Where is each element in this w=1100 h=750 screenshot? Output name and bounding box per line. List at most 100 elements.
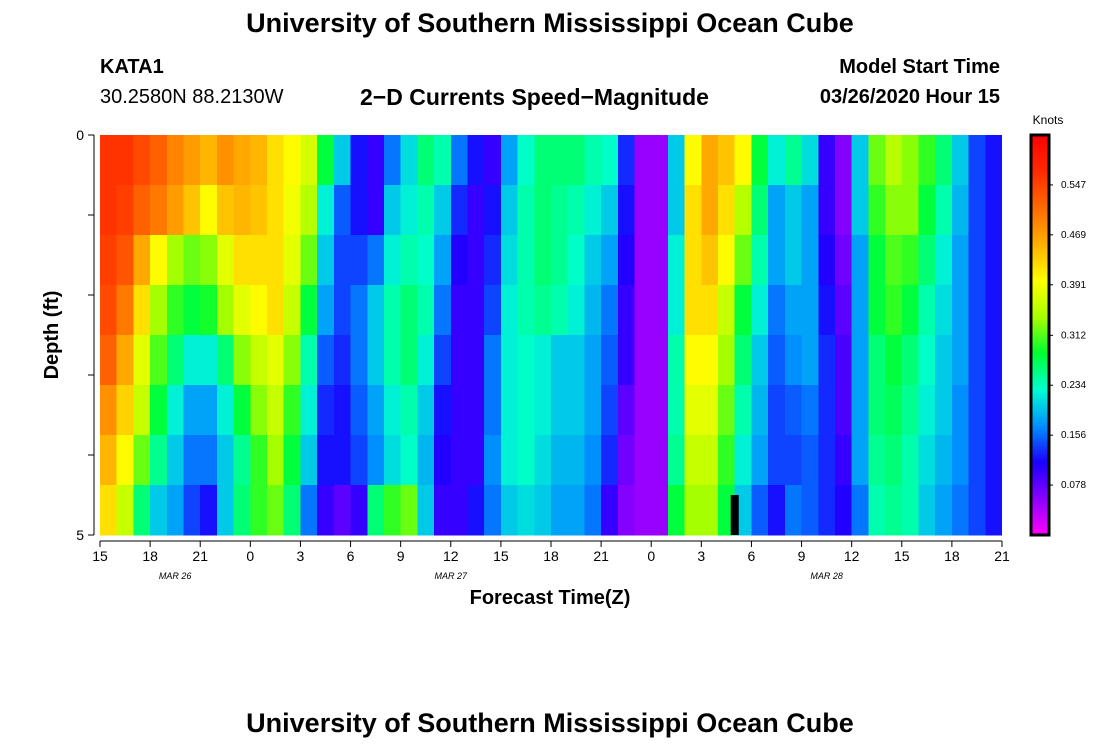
heatmap-cell <box>684 185 702 236</box>
heatmap-cell <box>584 285 602 336</box>
heatmap-cell <box>534 435 552 486</box>
heatmap-cell <box>267 135 285 186</box>
heatmap-cell <box>601 235 619 286</box>
heatmap-cell <box>216 335 235 386</box>
heatmap-cell <box>417 385 435 436</box>
heatmap-cell <box>918 335 936 386</box>
heatmap-cell <box>434 285 452 336</box>
heatmap-cell <box>333 435 352 486</box>
heatmap-cell <box>951 185 970 236</box>
heatmap-cell <box>985 335 1002 386</box>
heatmap-cell <box>551 485 569 536</box>
heatmap-cell <box>233 135 251 186</box>
heatmap-cell <box>250 135 268 186</box>
heatmap-cell <box>233 485 251 536</box>
heatmap-cell <box>250 185 268 236</box>
heatmap-cell <box>584 235 602 286</box>
heatmap-cell <box>801 335 819 386</box>
heatmap-cell <box>818 185 836 236</box>
heatmap-cell <box>684 235 702 286</box>
heatmap-cell <box>567 135 585 186</box>
heatmap-cell <box>734 135 753 186</box>
heatmap-cell <box>434 135 452 186</box>
heatmap-cell <box>818 135 836 186</box>
heatmap-cell <box>166 485 185 536</box>
heatmap-cell <box>367 235 385 286</box>
heatmap-cell <box>100 385 118 436</box>
heatmap-cell <box>450 335 469 386</box>
heatmap-cell <box>317 485 335 536</box>
heatmap-cell <box>233 235 251 286</box>
heatmap-cell <box>500 485 519 536</box>
x-tick-label: 21 <box>192 548 208 564</box>
heatmap-cell <box>250 435 268 486</box>
heatmap-cell <box>267 185 285 236</box>
heatmap-cell <box>534 285 552 336</box>
heatmap-cell <box>300 485 318 536</box>
heatmap-cell <box>216 285 235 336</box>
heatmap-cell <box>801 185 819 236</box>
heatmap-cell <box>133 185 151 236</box>
heatmap-cell <box>868 385 886 436</box>
heatmap-cell <box>400 335 418 386</box>
heatmap-cell <box>183 285 201 336</box>
heatmap-cell <box>885 385 903 436</box>
heatmap-cell <box>350 485 368 536</box>
heatmap-cell <box>684 435 702 486</box>
heatmap-cell <box>166 235 185 286</box>
heatmap-cell <box>818 485 836 536</box>
heatmap-cell <box>383 385 402 436</box>
heatmap-cell <box>985 435 1002 486</box>
heatmap-cell <box>885 185 903 236</box>
heatmap-cell <box>367 285 385 336</box>
heatmap-cell <box>133 135 151 186</box>
heatmap-cell <box>935 185 953 236</box>
heatmap-cell <box>484 335 502 386</box>
heatmap-cell <box>383 485 402 536</box>
heatmap-cell <box>868 335 886 386</box>
heatmap-cell <box>951 335 970 386</box>
page-title: University of Southern Mississippi Ocean… <box>246 8 854 38</box>
heatmap-cell <box>985 285 1002 336</box>
heatmap-cell <box>701 335 719 386</box>
heatmap-cell <box>484 235 502 286</box>
heatmap-cell <box>734 185 753 236</box>
heatmap-cell <box>701 285 719 336</box>
heatmap-cell <box>200 135 218 186</box>
heatmap-cell <box>985 135 1002 186</box>
heatmap-cell <box>584 185 602 236</box>
chart-subtitle: 2−D Currents Speed−Magnitude <box>360 84 709 110</box>
heatmap-cell <box>534 485 552 536</box>
heatmap-cell <box>434 235 452 286</box>
heatmap-cell <box>333 485 352 536</box>
heatmap-cell <box>267 385 285 436</box>
heatmap-cell <box>400 435 418 486</box>
heatmap-cell <box>818 435 836 486</box>
station-id: KATA1 <box>100 56 164 78</box>
heatmap-cell <box>250 385 268 436</box>
heatmap-cell <box>250 285 268 336</box>
heatmap-cell <box>450 185 469 236</box>
heatmap-cell <box>601 185 619 236</box>
x-tick-label: 0 <box>246 548 254 564</box>
heatmap-cell <box>200 285 218 336</box>
heatmap-cell <box>734 485 753 536</box>
heatmap-cell <box>951 285 970 336</box>
date-label: MAR 28 <box>810 571 843 581</box>
heatmap-cell <box>417 335 435 386</box>
heatmap-cell <box>617 435 636 486</box>
heatmap-cell <box>500 185 519 236</box>
heatmap-cell <box>551 285 569 336</box>
heatmap-cell <box>534 335 552 386</box>
heatmap-cell <box>784 185 803 236</box>
heatmap-cell <box>283 185 302 236</box>
heatmap-cell <box>935 285 953 336</box>
heatmap-cell <box>166 435 185 486</box>
heatmap-cell <box>267 335 285 386</box>
heatmap-cell <box>651 235 669 286</box>
heatmap-cell <box>834 385 853 436</box>
heatmap-cell <box>751 485 769 536</box>
heatmap-cell <box>500 335 519 386</box>
heatmap-cell <box>116 435 134 486</box>
heatmap-cell <box>100 235 118 286</box>
